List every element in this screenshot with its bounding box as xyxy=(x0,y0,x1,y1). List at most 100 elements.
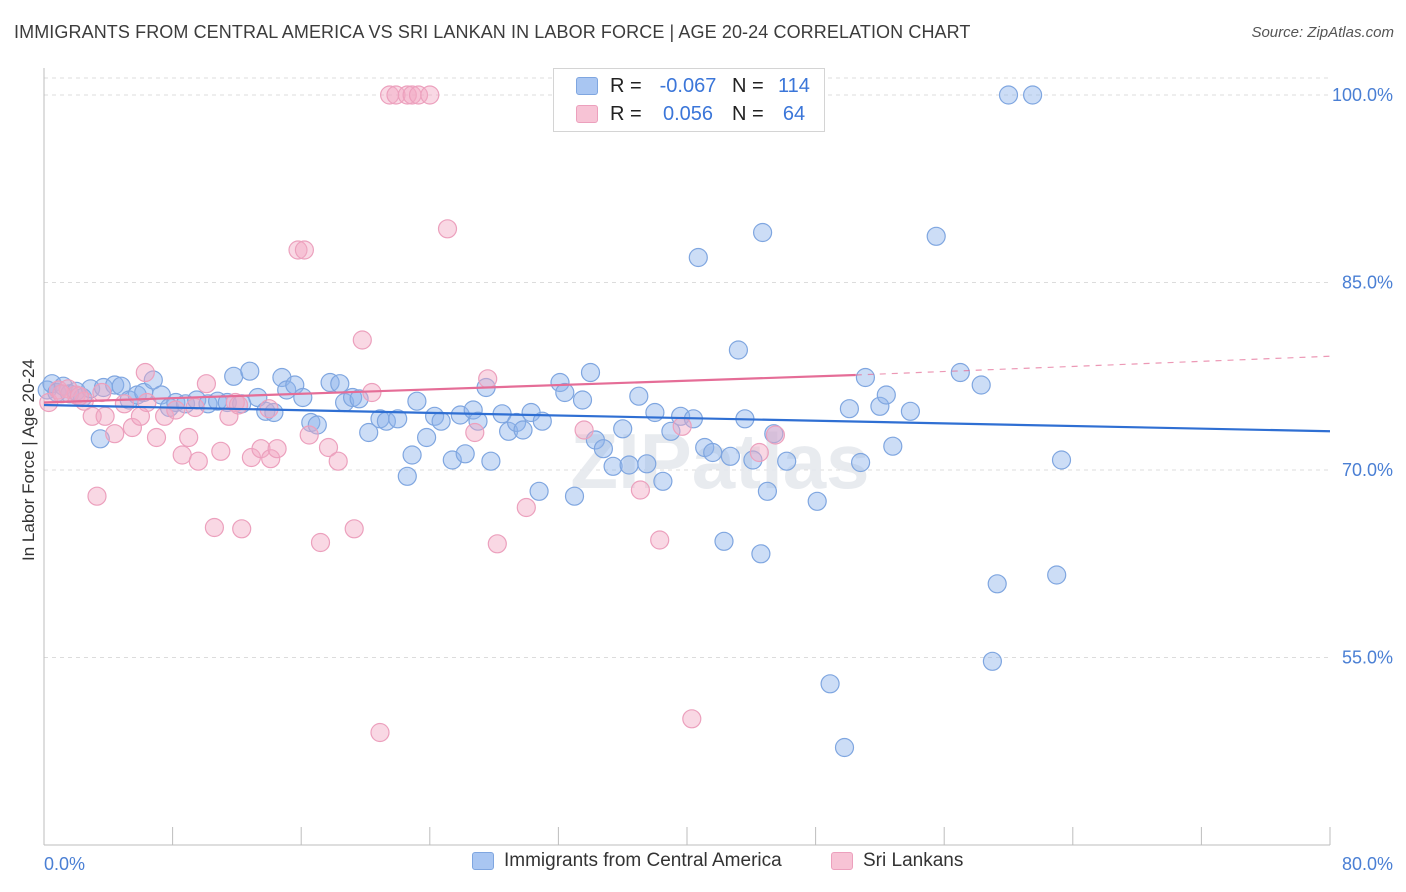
point-central-america xyxy=(397,466,417,486)
point-central-america xyxy=(834,737,855,758)
axes xyxy=(43,68,1331,846)
bottom-legend-label: Sri Lankans xyxy=(863,850,964,871)
point-sri-lankan xyxy=(52,384,72,404)
point-central-america xyxy=(388,409,408,429)
point-central-america xyxy=(850,452,871,473)
point-sri-lankan xyxy=(225,392,245,413)
point-central-america xyxy=(982,651,1003,671)
legend-row-central-america: R = -0.067 N = 114 xyxy=(554,73,814,99)
point-central-america xyxy=(883,436,903,456)
trend-lines xyxy=(43,355,1331,433)
point-central-america xyxy=(900,401,921,421)
point-central-america xyxy=(513,420,533,440)
point-sri-lankan xyxy=(251,439,271,459)
point-sri-lankan xyxy=(310,532,331,553)
point-sri-lankan xyxy=(92,382,112,403)
point-sri-lankan xyxy=(630,480,651,500)
point-central-america xyxy=(240,361,260,381)
point-central-america xyxy=(402,445,422,465)
legend-r-label: R = xyxy=(610,102,642,125)
point-sri-lankan xyxy=(188,451,208,471)
point-sri-lankan xyxy=(166,400,186,420)
bottom-legend-swatch-blue xyxy=(472,852,494,870)
point-sri-lankan xyxy=(261,449,281,469)
legend-row-sri-lankans: R = 0.056 N = 64 xyxy=(554,101,814,127)
point-central-america xyxy=(550,372,570,393)
legend-r-value: 0.056 xyxy=(662,102,714,125)
point-sri-lankan xyxy=(682,709,702,729)
point-central-america xyxy=(751,544,771,564)
point-central-america xyxy=(971,375,991,395)
point-sri-lankan xyxy=(204,517,224,538)
bottom-legend-sri-lankans: Sri Lankans xyxy=(831,850,963,872)
point-central-america xyxy=(431,411,451,431)
x-tick-label: 0.0% xyxy=(44,854,85,874)
point-sri-lankan xyxy=(228,395,249,415)
trend-line-sri-lankan xyxy=(43,373,856,404)
y-tick-label: 85.0% xyxy=(1342,273,1393,293)
point-central-america xyxy=(481,451,501,471)
point-sri-lankan xyxy=(299,425,319,445)
point-sri-lankan xyxy=(146,427,167,448)
point-sri-lankan xyxy=(749,442,769,463)
point-sri-lankan xyxy=(172,445,192,465)
point-central-america xyxy=(532,411,552,431)
point-sri-lankan xyxy=(344,519,364,539)
legend-r-label: R = xyxy=(610,74,642,97)
point-central-america xyxy=(529,481,549,501)
point-central-america xyxy=(359,422,379,443)
point-central-america xyxy=(307,415,327,435)
point-sri-lankan xyxy=(397,85,417,105)
point-central-america xyxy=(293,387,313,408)
point-sri-lankan xyxy=(232,519,252,539)
point-central-america xyxy=(987,574,1007,594)
point-central-america xyxy=(653,471,673,491)
point-sri-lankan xyxy=(288,240,308,260)
point-sri-lankan xyxy=(211,441,231,461)
stats-legend: R = -0.067 N = 114 R = 0.056 N = 64 xyxy=(553,68,825,132)
point-sri-lankan xyxy=(267,439,287,459)
point-sri-lankan xyxy=(370,722,390,743)
legend-n-value: 64 xyxy=(782,102,806,125)
point-central-america xyxy=(217,392,237,413)
point-central-america xyxy=(320,372,340,393)
point-central-america xyxy=(950,362,970,383)
point-central-america xyxy=(564,486,585,506)
point-sri-lankan xyxy=(352,330,372,350)
point-sri-lankan xyxy=(328,451,348,471)
y-tick-label: 70.0% xyxy=(1342,460,1393,480)
point-central-america xyxy=(777,451,797,471)
point-central-america xyxy=(629,386,649,406)
y-tick-label: 55.0% xyxy=(1342,648,1393,668)
point-central-america xyxy=(645,402,665,423)
point-central-america xyxy=(752,222,773,243)
point-central-america xyxy=(661,421,681,441)
point-sri-lankan xyxy=(765,425,786,445)
point-central-america xyxy=(688,247,708,268)
point-central-america xyxy=(820,674,840,694)
point-central-america xyxy=(143,370,163,390)
point-central-america xyxy=(330,374,350,394)
point-sri-lankan xyxy=(318,437,339,458)
point-central-america xyxy=(468,411,488,431)
point-sri-lankan xyxy=(135,362,155,383)
point-sri-lankan xyxy=(114,394,135,414)
data-points xyxy=(37,85,1072,758)
point-central-america xyxy=(224,366,244,386)
point-sri-lankan xyxy=(87,486,107,506)
source-credit: Source: ZipAtlas.com xyxy=(1251,24,1394,41)
point-central-america xyxy=(637,454,657,474)
point-sri-lankan xyxy=(650,530,670,550)
point-central-america xyxy=(1022,85,1043,105)
point-sri-lankan xyxy=(408,85,429,105)
point-central-america xyxy=(619,455,639,475)
y-axis-title: In Labor Force | Age 20-24 xyxy=(19,359,38,561)
point-sri-lankan xyxy=(179,427,199,448)
point-central-america xyxy=(1051,450,1072,470)
point-central-america xyxy=(728,340,749,360)
point-sri-lankan xyxy=(95,406,115,426)
chart-title: IMMIGRANTS FROM CENTRAL AMERICA VS SRI L… xyxy=(14,22,971,42)
point-central-america xyxy=(407,391,427,411)
point-sri-lankan xyxy=(516,497,536,518)
